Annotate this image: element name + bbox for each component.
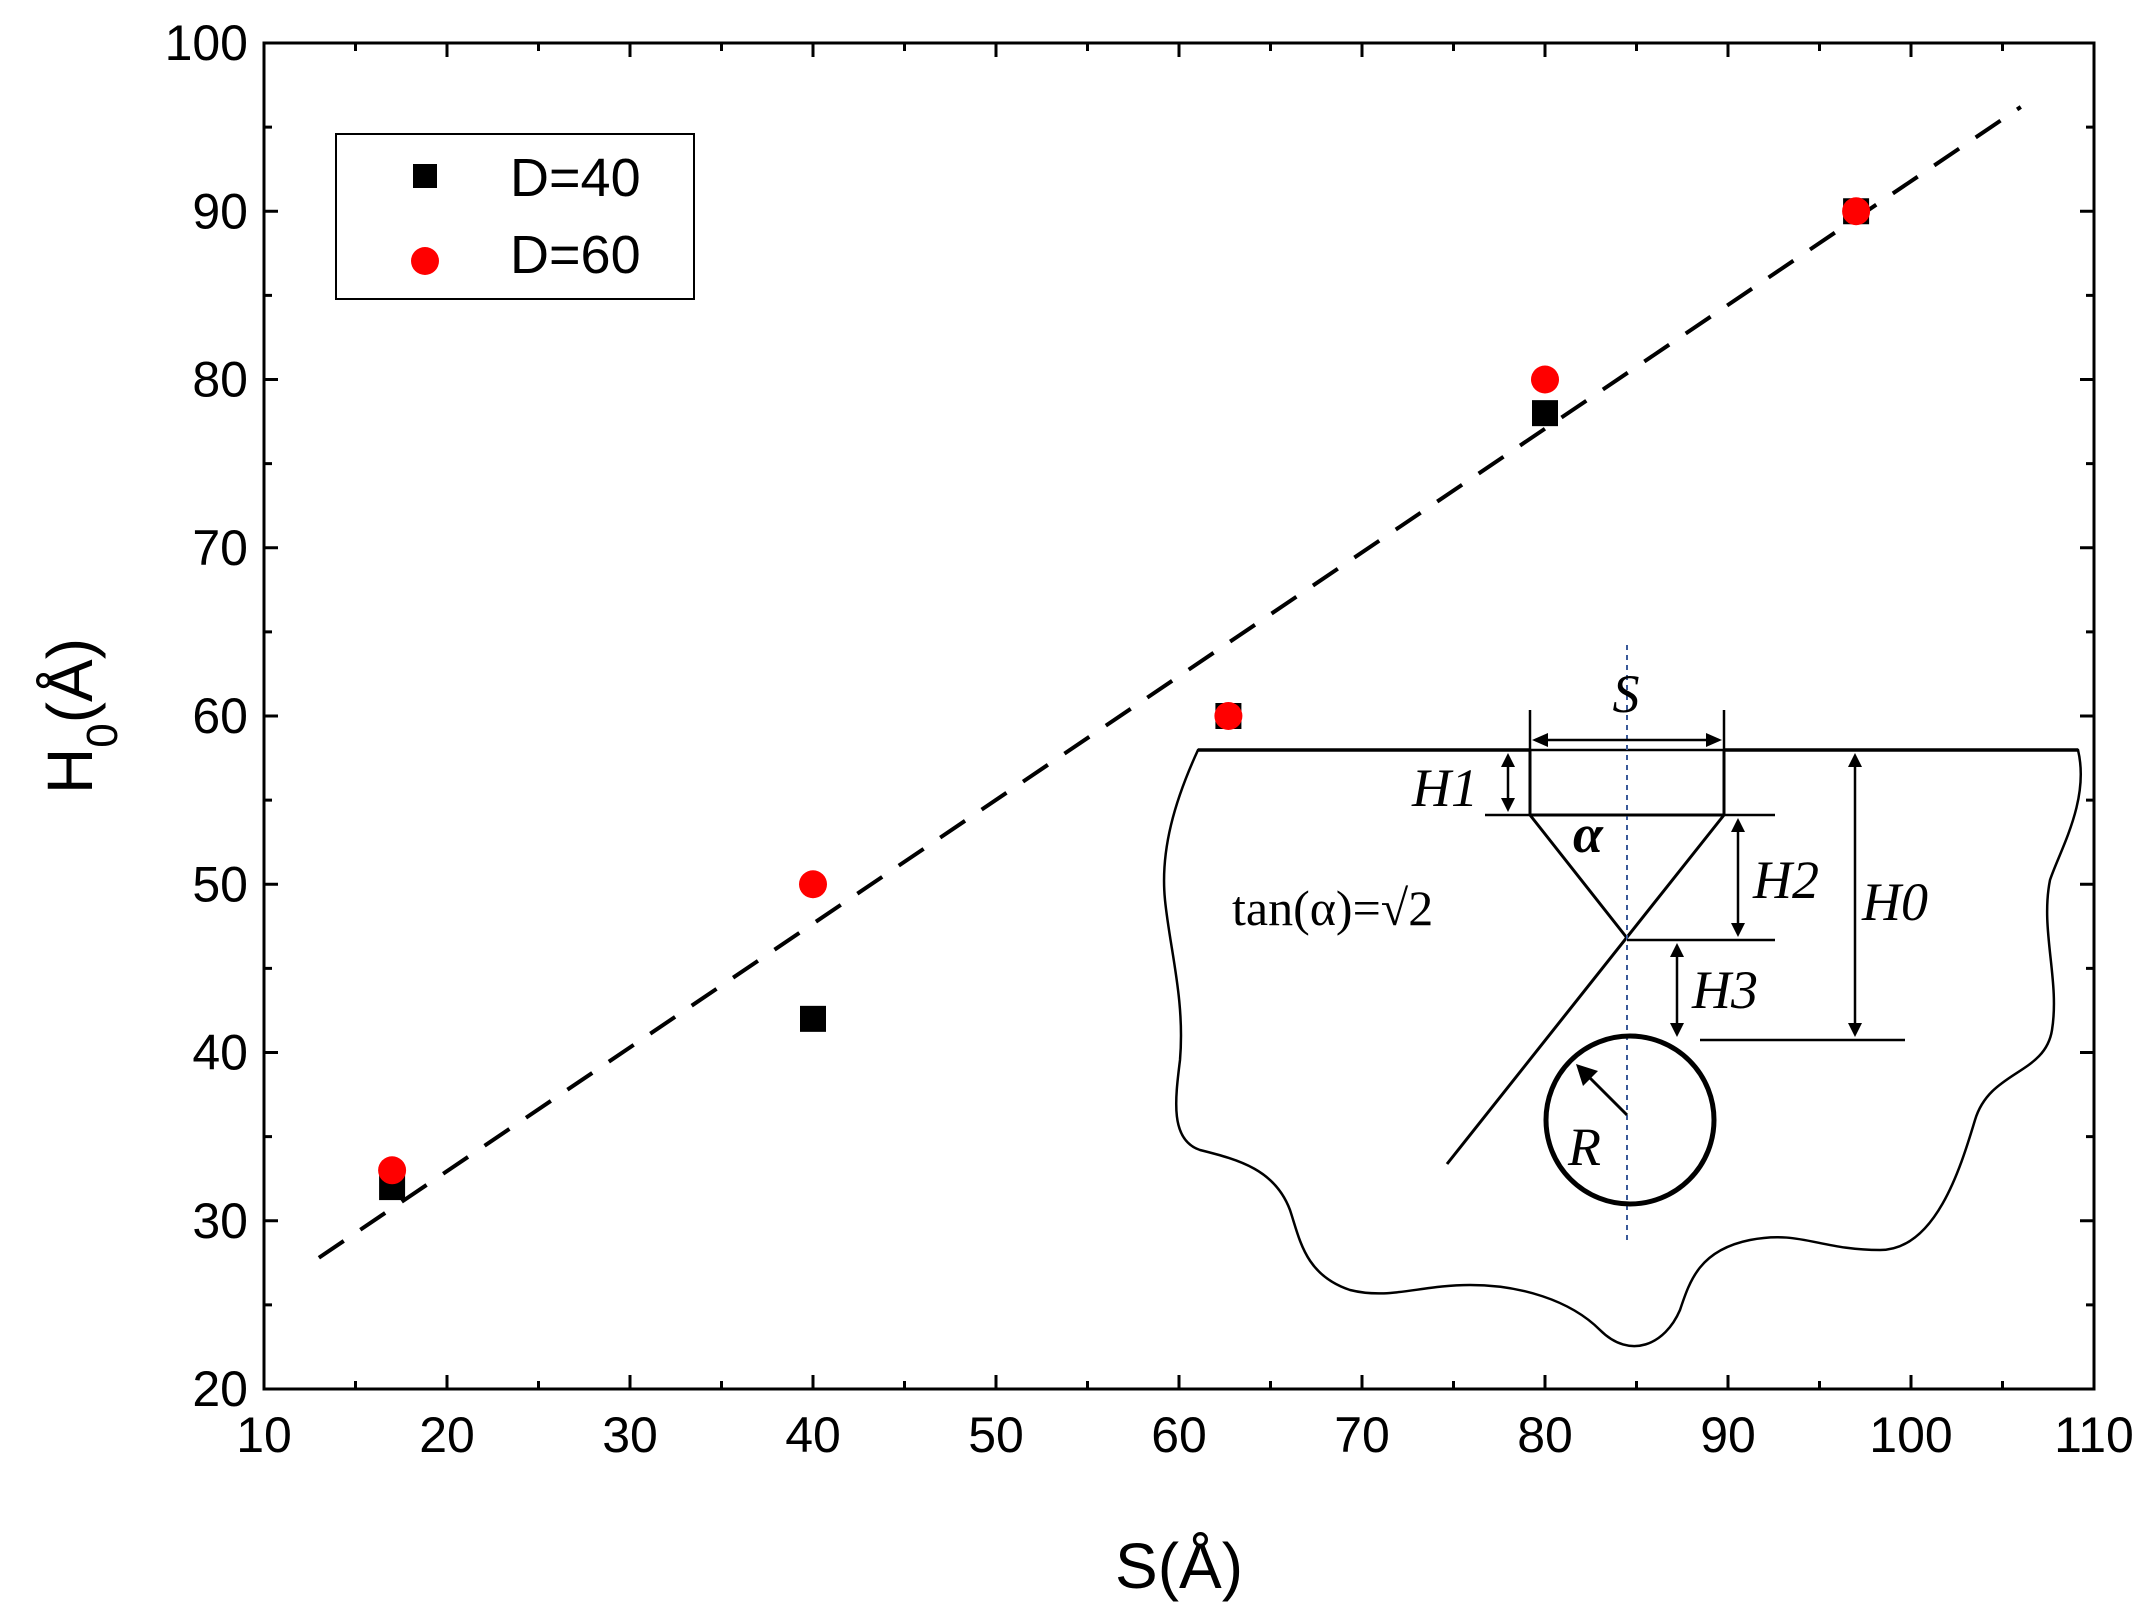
legend: D=40 D=60 xyxy=(335,133,695,300)
inset-formula: tan(α)=√2 xyxy=(1232,880,1433,936)
inset-h2-arrow-top xyxy=(1731,818,1745,832)
y-tick-label: 60 xyxy=(192,688,248,744)
inset-circle xyxy=(1543,1033,1717,1207)
inset-s-arrow-left xyxy=(1532,733,1548,747)
data-point-d60 xyxy=(378,1156,407,1185)
inset-diagram: S H1 H2 H3 H0 α R tan(α)=√2 xyxy=(1162,645,2083,1348)
inset-label-r: R xyxy=(1567,1117,1601,1177)
inset-label-h2: H2 xyxy=(1752,850,1819,910)
y-tick-label: 30 xyxy=(192,1193,248,1249)
y-tick-label: 70 xyxy=(192,520,248,576)
inset-h3-arrow-top xyxy=(1670,943,1684,957)
y-tick-label: 20 xyxy=(192,1361,248,1417)
inset-label-h0: H0 xyxy=(1861,872,1928,932)
y-tick-label: 80 xyxy=(192,352,248,408)
x-tick-label: 60 xyxy=(1151,1407,1207,1463)
data-point-d60 xyxy=(1842,197,1871,226)
axis-ticks xyxy=(262,41,2096,1391)
inset-h0-arrow-top xyxy=(1848,753,1862,767)
inset-h0-arrow-bottom xyxy=(1848,1023,1862,1037)
legend-box xyxy=(335,133,695,300)
data-point-d60 xyxy=(799,870,827,899)
y-tick-label: 100 xyxy=(165,15,248,71)
x-tick-label: 100 xyxy=(1869,1407,1952,1463)
data-points xyxy=(378,197,1871,1201)
y-axis-title: H0(Å) xyxy=(34,638,127,794)
inset-label-h1: H1 xyxy=(1411,758,1478,818)
inset-label-h3: H3 xyxy=(1691,960,1758,1020)
x-tick-label: 70 xyxy=(1334,1407,1390,1463)
legend-label-d60: D=60 xyxy=(510,225,641,285)
inset-label-s: S xyxy=(1613,664,1640,724)
inset-h2-arrow-bottom xyxy=(1731,923,1745,937)
legend-marker-d60 xyxy=(411,247,439,275)
legend-marker-d40 xyxy=(413,164,437,188)
inset-groove-left xyxy=(1528,814,1629,939)
inset-h1-arrow-bottom xyxy=(1501,798,1515,812)
inset-radius-arrowhead xyxy=(1576,1064,1598,1086)
data-point-d40 xyxy=(800,1005,826,1032)
y-tick-label: 50 xyxy=(192,856,248,912)
data-point-d40 xyxy=(1532,400,1558,427)
x-tick-label: 90 xyxy=(1700,1407,1756,1463)
inset-label-alpha: α xyxy=(1573,804,1604,864)
x-tick-label: 20 xyxy=(419,1407,475,1463)
x-tick-label: 10 xyxy=(236,1407,292,1463)
axis-tick-labels: 10 20 30 40 50 60 70 80 90 100 1102030405060708090… xyxy=(165,15,2134,1463)
inset-s-arrow-right xyxy=(1706,733,1722,747)
inset-crack-line xyxy=(1445,814,1726,1165)
x-tick-label: 40 xyxy=(785,1407,841,1463)
legend-label-d40: D=40 xyxy=(510,148,641,208)
x-axis-title: S(Å) xyxy=(1115,1530,1243,1602)
x-tick-label: 50 xyxy=(968,1407,1024,1463)
y-tick-label: 40 xyxy=(192,1025,248,1081)
x-tick-label: 80 xyxy=(1517,1407,1573,1463)
x-tick-label: 110 xyxy=(2054,1407,2134,1463)
inset-h1-arrow-top xyxy=(1501,753,1515,767)
x-tick-label: 30 xyxy=(602,1407,658,1463)
y-tick-label: 90 xyxy=(192,183,248,239)
inset-h3-arrow-bottom xyxy=(1670,1023,1684,1037)
data-point-d60 xyxy=(1531,365,1559,394)
fit-line xyxy=(317,105,2022,1260)
data-point-d60 xyxy=(1214,702,1243,730)
